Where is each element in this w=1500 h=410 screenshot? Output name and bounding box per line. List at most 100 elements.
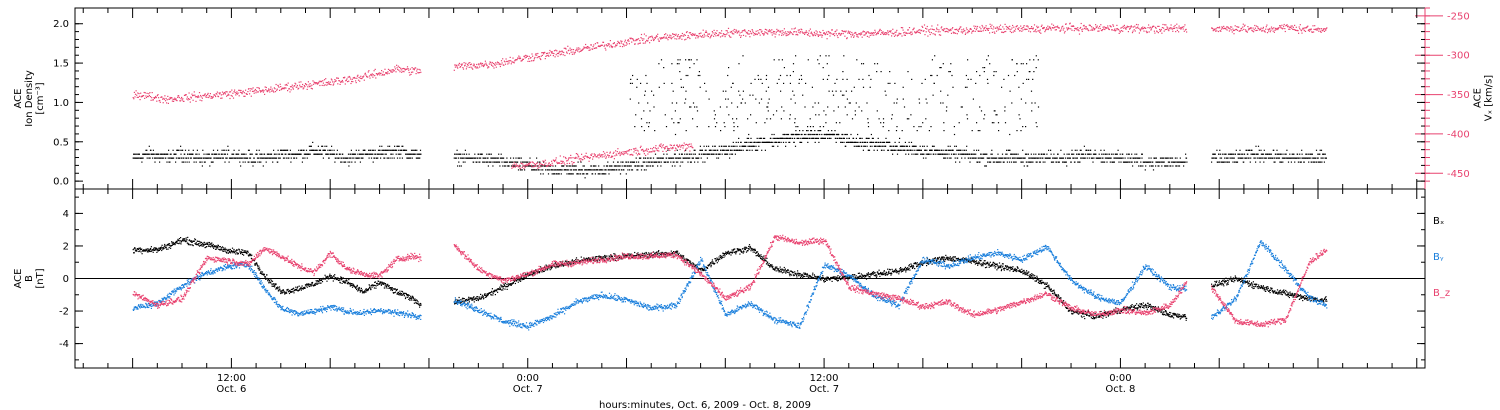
data-point: [532, 161, 534, 163]
data-point: [1150, 157, 1152, 159]
data-point: [794, 31, 796, 33]
data-point: [1232, 161, 1234, 163]
data-point: [1174, 157, 1176, 159]
data-point: [391, 71, 394, 73]
data-point: [477, 157, 479, 159]
data-point: [233, 91, 235, 93]
data-point: [863, 34, 865, 36]
data-point: [569, 157, 571, 159]
data-point: [204, 157, 206, 159]
data-point: [833, 33, 835, 35]
data-point: [682, 147, 684, 149]
data-point: [1008, 157, 1010, 159]
data-point: [489, 153, 491, 155]
data-point: [984, 29, 987, 31]
data-point: [244, 157, 246, 159]
data-point: [727, 153, 729, 155]
data-point: [1093, 29, 1095, 31]
data-point: [238, 157, 240, 159]
data-point: [968, 157, 970, 159]
data-point: [617, 165, 620, 167]
data-point: [1104, 28, 1106, 31]
data-point: [625, 44, 627, 46]
data-point: [492, 65, 494, 67]
data-point: [1274, 29, 1276, 31]
data-point: [267, 90, 269, 92]
data-point: [745, 145, 747, 147]
data-point: [925, 27, 927, 29]
data-point: [384, 157, 386, 159]
data-point: [402, 67, 405, 70]
data-point: [199, 161, 201, 163]
data-point: [211, 96, 213, 98]
data-point: [929, 31, 931, 33]
data-point: [256, 149, 258, 151]
data-point: [485, 64, 488, 66]
data-point: [1020, 28, 1022, 30]
data-point: [635, 165, 637, 167]
data-point: [541, 54, 543, 56]
data-point: [1036, 157, 1038, 159]
data-point: [511, 61, 514, 63]
data-point: [1013, 157, 1015, 159]
data-point: [1022, 149, 1024, 151]
data-point: [1229, 153, 1231, 155]
data-point: [504, 161, 506, 163]
data-point: [410, 157, 412, 159]
data-point: [983, 27, 985, 29]
data-point: [560, 169, 562, 171]
data-point: [180, 145, 182, 147]
data-point: [1110, 26, 1112, 28]
data-point: [726, 33, 728, 35]
data-point: [246, 93, 248, 95]
data-point: [731, 149, 733, 151]
data-point: [187, 98, 190, 100]
data-point: [1118, 157, 1120, 159]
data-point: [601, 154, 603, 156]
data-point: [1216, 30, 1218, 32]
data-point: [782, 133, 784, 136]
data-point: [1087, 153, 1089, 155]
data-point: [208, 96, 210, 99]
data-point: [850, 133, 852, 136]
data-point: [789, 141, 791, 143]
data-point: [320, 153, 322, 155]
data-point: [965, 32, 967, 34]
data-point: [916, 30, 919, 32]
data-point: [853, 141, 855, 143]
data-point: [666, 157, 668, 159]
data-point: [1211, 161, 1213, 163]
data-point: [1276, 153, 1278, 155]
data-point: [749, 149, 751, 151]
data-point: [1287, 157, 1289, 159]
data-point: [150, 99, 152, 101]
data-point: [616, 169, 618, 171]
data-point: [218, 153, 220, 155]
data-point: [1300, 157, 1302, 159]
data-point: [689, 157, 691, 159]
data-point: [822, 126, 825, 128]
data-point: [211, 153, 213, 155]
data-point: [681, 153, 683, 155]
data-point: [322, 82, 324, 84]
data-point: [300, 149, 302, 151]
data-point: [584, 169, 586, 171]
data-point: [1036, 25, 1038, 27]
data-point: [1014, 30, 1016, 32]
data-point: [221, 153, 223, 155]
data-point: [185, 94, 187, 96]
data-point: [1179, 27, 1181, 29]
data-point: [634, 148, 636, 150]
data-point: [301, 161, 303, 163]
data-point: [961, 32, 964, 34]
data-point: [1276, 149, 1278, 151]
data-point: [215, 153, 217, 155]
data-point: [1213, 29, 1216, 31]
data-point: [692, 147, 694, 149]
data-point: [184, 149, 187, 151]
data-point: [910, 34, 912, 36]
data-point: [1101, 161, 1104, 163]
data-point: [253, 92, 255, 94]
data-point: [925, 157, 927, 159]
data-point: [510, 161, 512, 163]
